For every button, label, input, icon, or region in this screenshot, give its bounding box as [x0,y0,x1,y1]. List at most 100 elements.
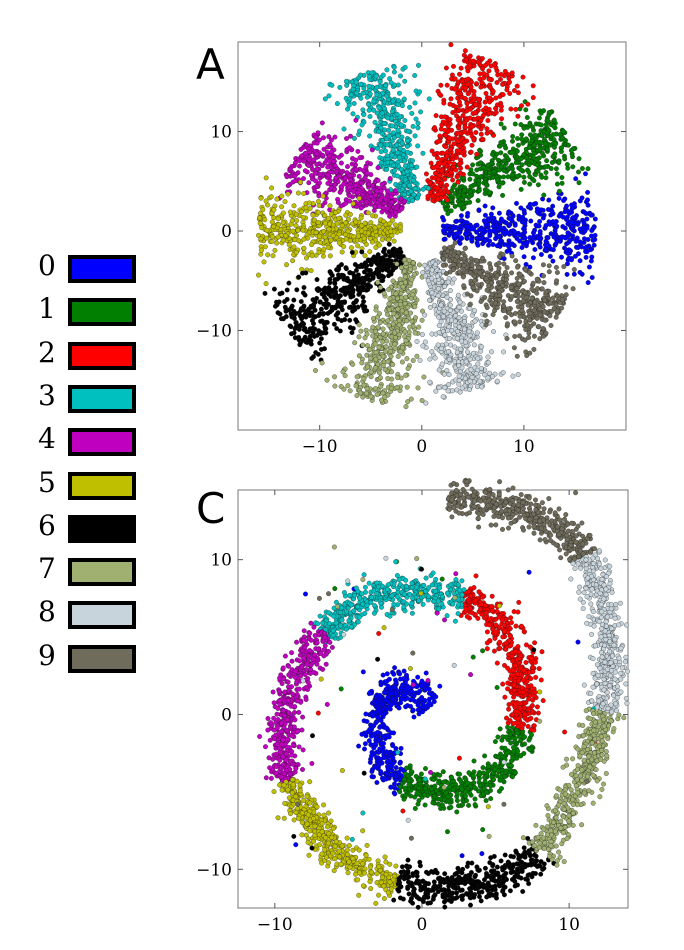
point [415,702,421,708]
point [415,674,421,680]
point [581,220,587,226]
point [550,258,556,264]
point [564,203,570,209]
point [569,257,574,263]
point [591,242,597,248]
legend-label: 8 [38,595,56,629]
point [583,254,589,260]
point [411,714,417,720]
chart-a-xtick-label: 10 [513,437,535,457]
legend-label: 3 [38,378,56,412]
legend-item-6: 6 [0,506,140,546]
point [591,224,597,230]
point [363,711,369,717]
chart-a-frame [237,41,627,431]
series-0-points [440,171,598,286]
legend-swatch [68,514,136,543]
legend-label: 7 [38,552,56,586]
legend-item-4: 4 [0,419,140,459]
point [392,791,398,797]
point [514,200,519,206]
point [368,756,374,762]
point [393,765,399,771]
legend-item-2: 2 [0,333,140,373]
point [496,210,502,216]
legend-swatch [68,644,136,673]
legend-item-1: 1 [0,289,140,329]
panel-a-letter: A [196,40,225,89]
legend-swatch [68,601,136,630]
legend-label: 0 [38,249,56,282]
chart-c-xtick-label: 0 [417,915,428,935]
chart-c-ytick-label: 10 [210,551,232,571]
legend-item-0: 0 [0,246,140,286]
chart-c-ytick-label: 0 [221,705,232,725]
legend-swatch [68,384,136,413]
point [565,261,570,267]
legend-item-3: 3 [0,376,140,416]
point [547,253,553,259]
legend-swatch [68,341,136,370]
point [378,679,384,685]
point [398,745,404,751]
point [482,212,488,218]
legend-label: 4 [38,422,56,456]
point [579,195,585,201]
point [442,236,448,242]
point [427,700,432,706]
chart-a-xtick-label: −10 [302,437,338,457]
chart-c-xtick-label: −10 [257,915,293,935]
chart-a-ytick-label: 0 [221,222,232,242]
legend-swatch [68,255,136,283]
point [482,203,488,209]
legend-swatch [68,298,136,327]
point [429,692,435,698]
point [504,248,510,254]
point [590,237,596,243]
legend-item-5: 5 [0,463,140,503]
point [426,686,432,692]
point [380,672,386,678]
point [384,671,390,677]
point [375,714,381,720]
legend-label: 5 [38,465,56,499]
legend-label: 6 [38,508,56,542]
chart-c-ytick-label: −10 [196,860,232,880]
chart-a-xtick-label: 0 [416,437,427,457]
point [392,665,398,671]
point [586,264,592,270]
point [570,233,576,239]
point [419,678,425,684]
point [585,189,591,195]
point [559,254,564,260]
point [391,730,397,736]
point [572,253,578,259]
legend-swatch [68,428,136,457]
point [423,670,429,676]
point [437,683,443,689]
legend-label: 2 [38,335,56,369]
point [488,211,494,217]
legend-label: 1 [38,292,56,326]
legend-item-7: 7 [0,549,140,589]
chart-a-ytick-label: 10 [210,123,232,143]
point [538,252,544,257]
legend-label: 9 [38,638,56,672]
legend-item-9: 9 [0,636,140,676]
point [369,774,375,780]
point [401,668,407,674]
point [356,743,362,749]
point [512,222,518,228]
point [374,780,380,785]
point [589,275,595,280]
chart-a-ytick-label: −10 [196,322,232,342]
point [391,671,397,677]
point [562,209,568,215]
legend-swatch [68,471,136,500]
point [374,719,380,725]
legend-item-8: 8 [0,592,140,632]
chart-c-xtick-label: 10 [558,915,580,935]
